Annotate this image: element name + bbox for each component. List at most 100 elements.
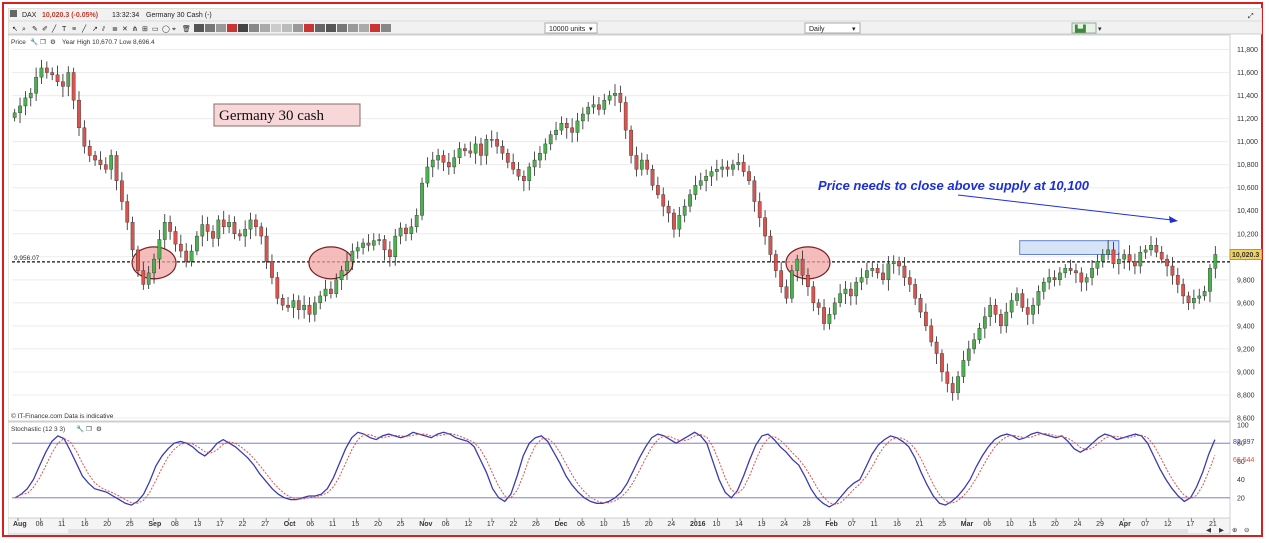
candle-down	[934, 341, 939, 354]
rectangle-icon[interactable]: ▭	[152, 26, 159, 33]
settings-icon[interactable]: ⚙	[96, 425, 102, 433]
candle-down	[661, 194, 666, 207]
scroll-left-icon[interactable]: ◀	[1206, 527, 1212, 534]
cursor-icon[interactable]: ↖	[12, 26, 18, 33]
color-swatch[interactable]	[216, 24, 226, 32]
candle-down	[1074, 270, 1078, 274]
cross-icon[interactable]: ✕	[122, 26, 128, 33]
candle-up	[607, 95, 612, 101]
candle-down	[446, 162, 451, 168]
candle-up	[23, 97, 28, 107]
candle-down	[945, 371, 950, 384]
color-swatch[interactable]	[282, 24, 292, 32]
color-swatch[interactable]	[249, 24, 259, 32]
color-swatch[interactable]	[381, 24, 391, 32]
price-tags: 10,020.3 9,956.07	[14, 248, 1262, 262]
candle-down	[811, 286, 816, 304]
candle-down	[907, 277, 912, 285]
x-tick-label: 06	[442, 521, 450, 528]
candle-down	[280, 298, 285, 306]
candle-down	[752, 180, 757, 202]
chevron-down-icon[interactable]: ▾	[1098, 26, 1102, 33]
scroll-right-icon[interactable]: ▶	[1219, 527, 1225, 534]
equals-icon[interactable]: ≡	[72, 26, 76, 33]
candle-down	[125, 201, 130, 223]
color-swatch[interactable]	[304, 24, 314, 32]
color-swatch[interactable]	[205, 24, 215, 32]
supply-zone-rect	[1019, 240, 1120, 255]
candle-up	[425, 166, 430, 184]
interval-dropdown[interactable]	[804, 22, 861, 34]
candle-up	[39, 67, 44, 78]
brush-icon[interactable]: ✐	[42, 26, 48, 33]
wrench-icon[interactable]: 🔧	[30, 37, 38, 46]
candle-up	[1041, 281, 1046, 292]
color-swatch[interactable]	[194, 24, 204, 32]
units-dropdown[interactable]	[544, 22, 598, 34]
wrench-icon[interactable]: 🔧	[76, 424, 84, 433]
copy-icon[interactable]: ❐	[40, 38, 46, 46]
color-swatch[interactable]	[315, 24, 325, 32]
price-y-tick-label: 10,200	[1237, 231, 1259, 238]
x-tick-label: 11	[329, 521, 336, 528]
ray-icon[interactable]: ╱	[81, 24, 87, 33]
color-swatch[interactable]	[238, 24, 248, 32]
candle-up	[682, 205, 687, 216]
candle-up	[1031, 304, 1035, 315]
gann-icon[interactable]: ⊞	[142, 26, 148, 33]
candle-down	[666, 205, 671, 214]
trash-icon[interactable]: 🗑	[182, 24, 191, 33]
menu-icon[interactable]	[10, 10, 17, 17]
x-tick-label: 24	[667, 521, 675, 528]
color-palette[interactable]	[194, 24, 391, 32]
color-swatch[interactable]	[293, 24, 303, 32]
color-swatch[interactable]	[370, 24, 380, 32]
color-swatch[interactable]	[271, 24, 281, 32]
candle-down	[570, 127, 574, 133]
arrow-tool-icon[interactable]: ↗	[92, 26, 98, 33]
channel-icon[interactable]: ⫽	[101, 25, 106, 33]
zoom-in-icon[interactable]: ⊕	[1232, 527, 1238, 534]
x-tick-label: 24	[780, 521, 788, 528]
color-swatch[interactable]	[359, 24, 369, 32]
candle-down	[816, 302, 821, 308]
settings-icon[interactable]: ⚙	[50, 38, 56, 46]
line-tool-icon[interactable]: ╱	[51, 24, 57, 33]
zoom-out-icon[interactable]: ⊖	[1244, 527, 1250, 534]
x-tick-label: 15	[1028, 521, 1036, 528]
x-tick-label: 2016	[690, 521, 706, 528]
interval-dropdown-label: Daily	[809, 26, 825, 33]
fib-icon[interactable]: ≣	[112, 24, 118, 33]
candle-up	[532, 159, 537, 168]
x-tick-label: 20	[374, 521, 382, 528]
price-y-tick-label: 9,800	[1237, 277, 1255, 284]
chart-style-button[interactable]	[1071, 22, 1097, 34]
magnet-icon[interactable]: ⌖	[172, 26, 176, 33]
x-tick-label: 10	[713, 521, 721, 528]
drawing-tools[interactable]: ↖ ⌕ ✎ ✐ ╱ T ≡ ╱ ↗ ⫽ ≣ ✕ ⋔ ⊞ ▭ ◯ ⌖ 🗑	[12, 24, 191, 33]
color-swatch[interactable]	[348, 24, 358, 32]
candle-up	[1197, 295, 1202, 299]
stochastic-d-line	[14, 432, 1216, 506]
color-swatch[interactable]	[260, 24, 270, 32]
candle-up	[677, 215, 682, 230]
maximize-icon[interactable]: ⤢	[1248, 13, 1254, 20]
ellipse-icon[interactable]: ◯	[162, 25, 170, 33]
time-scrollbar[interactable]	[68, 529, 1188, 533]
price-y-axis: 8,6008,8009,0009,2009,4009,6009,80010,00…	[1237, 47, 1259, 422]
candle-up	[795, 258, 800, 271]
candle-down	[875, 268, 880, 274]
copy-icon[interactable]: ❐	[86, 425, 92, 433]
candle-up	[1095, 261, 1100, 269]
candle-down	[178, 243, 183, 252]
pencil-icon[interactable]: ✎	[32, 26, 38, 33]
color-swatch[interactable]	[337, 24, 347, 32]
price-y-tick-label: 10,800	[1237, 162, 1259, 169]
color-swatch[interactable]	[227, 24, 237, 32]
color-swatch[interactable]	[326, 24, 336, 32]
text-tool-icon[interactable]: T	[62, 26, 67, 33]
candle-up	[1122, 254, 1127, 260]
pitchfork-icon[interactable]: ⋔	[132, 25, 138, 33]
zoom-icon[interactable]: ⌕	[22, 26, 26, 33]
x-tick-label: Dec	[555, 521, 568, 528]
